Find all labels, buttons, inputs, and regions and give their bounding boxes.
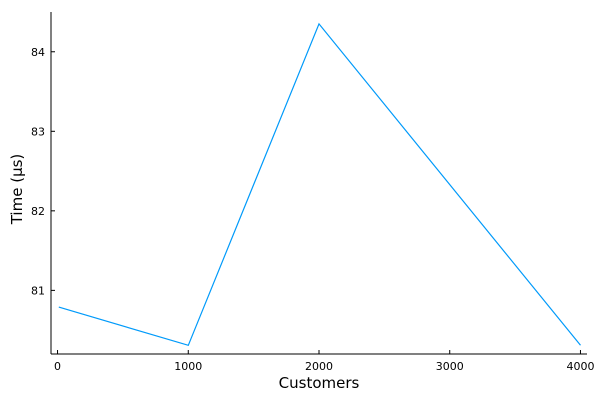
axes: [50, 12, 587, 355]
x-tick-label: 2000: [305, 360, 333, 373]
y-tick-label: 81: [31, 284, 45, 297]
y-tick-label: 83: [31, 125, 45, 138]
x-tick-label: 3000: [436, 360, 464, 373]
y-axis-ticks: 81 82 83 84: [31, 46, 55, 297]
x-tick-label: 1000: [174, 360, 202, 373]
x-axis-label: Customers: [279, 374, 360, 392]
y-tick-label: 82: [31, 205, 45, 218]
x-tick-label: 4000: [566, 360, 594, 373]
x-axis-ticks: 0 1000 2000 3000 4000: [54, 350, 594, 373]
y-tick-label: 84: [31, 46, 45, 59]
y-axis-label: Time (µs): [8, 154, 26, 226]
series-layer: [58, 22, 581, 347]
series-line-0: [58, 22, 581, 347]
x-tick-label: 0: [54, 360, 61, 373]
